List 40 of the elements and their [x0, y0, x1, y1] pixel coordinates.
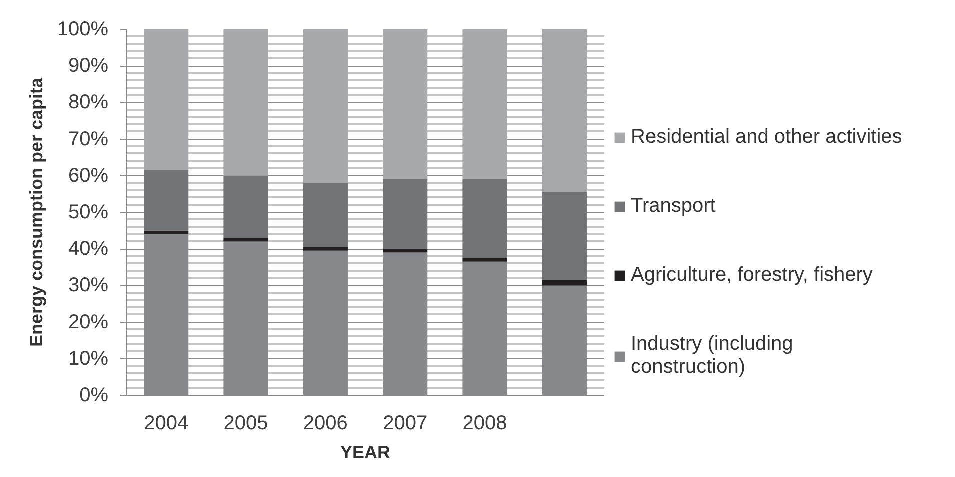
bar: [224, 30, 268, 176]
bar: [144, 30, 189, 170]
bar: [383, 249, 428, 253]
bar: [303, 247, 348, 251]
bar: [224, 238, 268, 242]
bar: [303, 183, 348, 248]
y-tick-label: 80%: [68, 92, 109, 114]
y-tick-label: 30%: [68, 274, 109, 297]
y-axis-title: Energy consumption per capita: [26, 76, 46, 348]
legend-label: Transport: [631, 195, 716, 218]
x-tick-label: 2008: [462, 412, 508, 434]
x-tick-label: 2005: [224, 412, 268, 434]
legend-label: Industry (including construction): [631, 333, 794, 379]
y-tick-label: 90%: [68, 55, 109, 78]
bar: [542, 280, 587, 286]
y-tick-label: 10%: [68, 348, 109, 370]
x-tick-label: 2007: [383, 412, 428, 434]
legend-label: Agriculture, forestry, fishery: [631, 264, 873, 287]
y-tick-label: 60%: [68, 164, 109, 187]
legend-label: Residential and other activities: [631, 126, 902, 149]
x-tick-label: 2004: [144, 412, 189, 434]
y-tick-label: 70%: [68, 128, 109, 150]
bar: [462, 180, 508, 258]
bar: [383, 30, 428, 180]
bar: [303, 30, 348, 184]
y-tick-label: 20%: [68, 311, 109, 334]
bar: [542, 192, 587, 280]
bar: [462, 258, 508, 262]
bar: [144, 230, 189, 234]
y-tick-label: 50%: [68, 202, 109, 224]
bar: [383, 180, 428, 250]
bar: [144, 170, 189, 231]
bar: [224, 176, 268, 238]
bar: [542, 30, 587, 192]
y-tick-label: 0%: [80, 384, 109, 406]
bar: [462, 30, 508, 180]
x-axis-title: YEAR: [340, 442, 391, 462]
y-tick-label: 40%: [68, 238, 109, 260]
x-tick-label: 2006: [303, 412, 348, 434]
y-tick-label: 100%: [57, 18, 109, 40]
